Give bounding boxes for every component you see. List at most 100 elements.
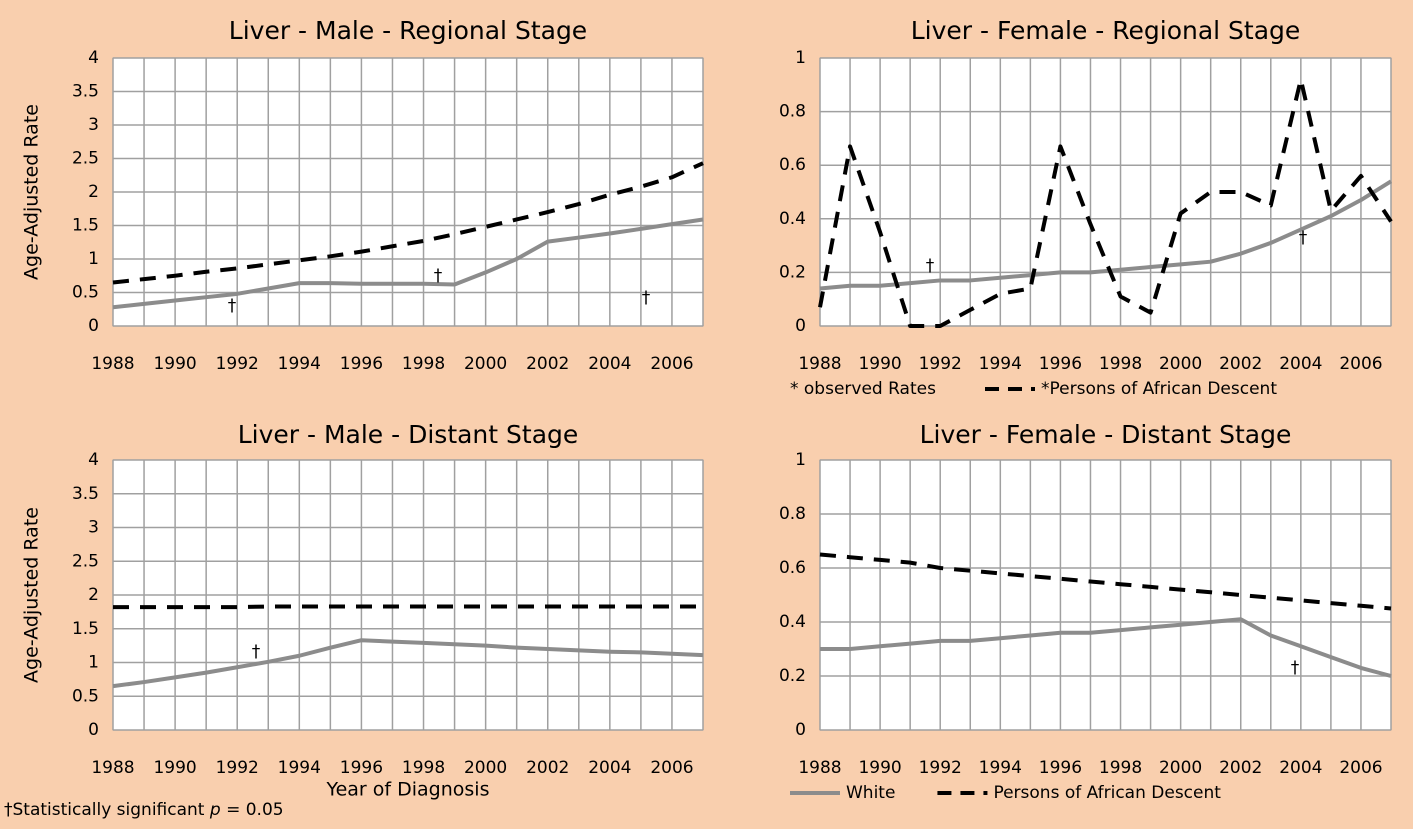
series-line [819, 552, 1392, 611]
y-tick-label: 0.4 [779, 612, 806, 632]
y-tick-label: 0 [88, 720, 99, 740]
x-tick-label: 1994 [979, 758, 1022, 778]
y-tick-label: 0.6 [779, 155, 806, 175]
x-tick-label: 1988 [91, 758, 134, 778]
y-tick-label: 1 [88, 653, 99, 673]
y-axis-title: Age-Adjusted Rate [21, 507, 43, 683]
series-line [112, 638, 704, 689]
x-tick-label: 2006 [650, 758, 693, 778]
annotation: † [434, 266, 443, 286]
plot-area [819, 459, 1392, 731]
x-tick-label: 1996 [340, 758, 383, 778]
x-tick-label: 2000 [464, 758, 507, 778]
x-axis-title: Year of Diagnosis [326, 779, 490, 801]
x-tick-label: 2004 [1279, 354, 1322, 374]
annotation: † [1291, 658, 1300, 678]
x-tick-label: 2000 [1159, 758, 1202, 778]
y-tick-label: 1 [88, 249, 99, 269]
legend-label: Persons of African Descent [993, 783, 1221, 803]
y-tick-label: 3 [88, 518, 99, 538]
y-tick-label: 2 [88, 182, 99, 202]
y-tick-label: 0.2 [779, 262, 806, 282]
x-tick-label: 1996 [1039, 758, 1082, 778]
y-tick-label: 3.5 [72, 484, 99, 504]
y-tick-label: 3 [88, 115, 99, 135]
x-tick-label: 1990 [153, 354, 196, 374]
y-tick-label: 0.2 [779, 666, 806, 686]
x-tick-label: 1990 [858, 758, 901, 778]
footnote-text: = 0.05 [221, 800, 284, 820]
chart-title: Liver - Male - Distant Stage [238, 420, 579, 449]
y-axis-title: Age-Adjusted Rate [21, 104, 43, 280]
x-tick-label: 1990 [153, 758, 196, 778]
legend-label: *Persons of African Descent [1041, 379, 1277, 399]
y-tick-label: 2.5 [72, 551, 99, 571]
x-tick-label: 1998 [402, 354, 445, 374]
x-tick-label: 1992 [919, 758, 962, 778]
y-tick-label: 0.4 [779, 209, 806, 229]
chart-title: Liver - Female - Distant Stage [920, 420, 1292, 449]
series-line [112, 161, 704, 285]
x-tick-label: 2002 [1219, 354, 1262, 374]
y-tick-label: 1 [795, 48, 806, 68]
x-tick-label: 2004 [588, 758, 631, 778]
y-tick-label: 0.5 [72, 283, 99, 303]
x-tick-label: 1998 [1099, 354, 1142, 374]
x-tick-label: 1992 [216, 758, 259, 778]
x-tick-label: 1988 [798, 354, 841, 374]
annotation: † [1299, 228, 1308, 248]
x-tick-label: 2000 [1159, 354, 1202, 374]
chart-title: Liver - Female - Regional Stage [911, 16, 1301, 45]
x-tick-label: 1998 [402, 758, 445, 778]
x-tick-label: 2002 [526, 758, 569, 778]
x-tick-label: 2002 [1219, 758, 1262, 778]
y-tick-label: 3.5 [72, 82, 99, 102]
annotation: † [228, 296, 237, 316]
y-tick-label: 4 [88, 48, 99, 68]
x-tick-label: 2006 [650, 354, 693, 374]
annotation: † [642, 288, 651, 308]
x-tick-label: 2006 [1339, 758, 1382, 778]
y-tick-label: 0 [795, 720, 806, 740]
footnote: †Statistically significant p = 0.05 [4, 800, 284, 820]
x-tick-label: 1990 [858, 354, 901, 374]
x-tick-label: 2006 [1339, 354, 1382, 374]
y-tick-label: 1 [795, 450, 806, 470]
series-line [819, 179, 1393, 291]
y-tick-label: 0 [88, 316, 99, 336]
footnote-italic: p [209, 800, 221, 820]
y-tick-label: 0.8 [779, 102, 806, 122]
series-line [820, 617, 1392, 678]
series-line [113, 604, 703, 610]
x-tick-label: 1998 [1099, 758, 1142, 778]
x-tick-label: 1994 [278, 758, 321, 778]
x-tick-label: 2004 [588, 354, 631, 374]
x-tick-label: 2000 [464, 354, 507, 374]
x-tick-label: 1996 [340, 354, 383, 374]
series-line [818, 77, 1393, 328]
x-tick-label: 1996 [1039, 354, 1082, 374]
x-tick-label: 1992 [216, 354, 259, 374]
x-tick-label: 1992 [919, 354, 962, 374]
annotation: † [252, 642, 261, 662]
y-tick-label: 4 [88, 450, 99, 470]
y-tick-label: 1.5 [72, 619, 99, 639]
y-tick-label: 2 [88, 585, 99, 605]
x-tick-label: 2004 [1279, 758, 1322, 778]
footnote-text: †Statistically significant [4, 800, 210, 820]
y-tick-label: 0.6 [779, 558, 806, 578]
y-tick-label: 1.5 [72, 216, 99, 236]
x-tick-label: 1994 [979, 354, 1022, 374]
y-tick-label: 0.8 [779, 504, 806, 524]
chart-title: Liver - Male - Regional Stage [229, 16, 587, 45]
series-line [112, 217, 704, 310]
legend-label: White [846, 783, 895, 803]
x-tick-label: 1988 [91, 354, 134, 374]
legend-note: * observed Rates [790, 379, 936, 399]
x-tick-label: 2002 [526, 354, 569, 374]
x-tick-label: 1988 [798, 758, 841, 778]
y-tick-label: 2.5 [72, 149, 99, 169]
annotation: † [926, 256, 935, 276]
y-tick-label: 0 [795, 316, 806, 336]
